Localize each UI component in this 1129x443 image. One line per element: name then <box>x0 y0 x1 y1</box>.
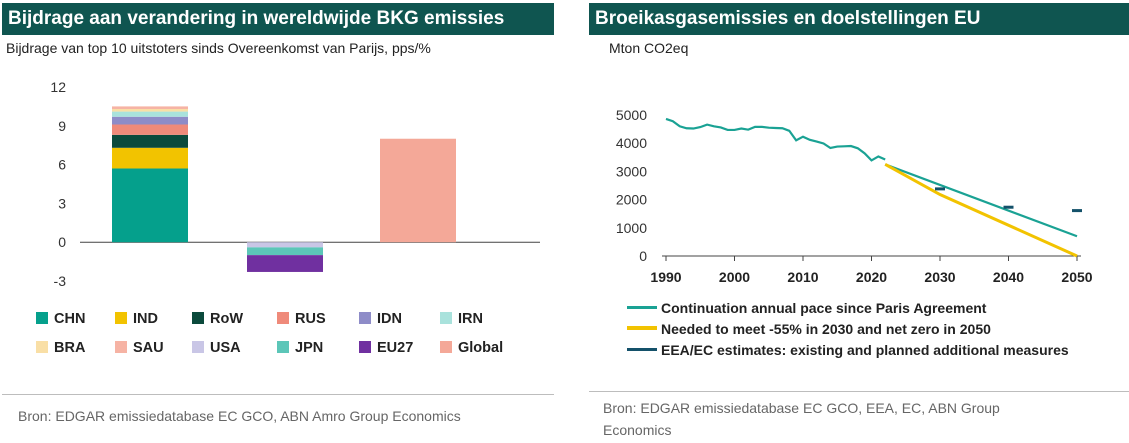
legend-label: BRA <box>54 340 86 356</box>
y-tick-label: 4000 <box>616 135 647 151</box>
line-chart: 0 1000 2000 3000 4000 5000 1990 2000 2010 2020 203… <box>616 107 1093 285</box>
y-tick-label: 3 <box>58 195 66 211</box>
legend-item-ind: IND <box>115 310 158 328</box>
bar-segment-idn <box>112 116 188 125</box>
y-tick-label: -3 <box>54 273 67 289</box>
right-divider <box>589 391 1129 392</box>
bar-segment-usa <box>247 242 323 248</box>
right-chart-panel: Broeikasgasemissies en doelstellingen EU… <box>585 0 1129 443</box>
legend-item-jpn: JPN <box>277 339 323 357</box>
eea-estimate-marker <box>935 187 945 191</box>
x-tick-label: 2040 <box>993 269 1024 285</box>
y-tick-label: 0 <box>58 234 66 250</box>
legend-swatch <box>36 341 48 353</box>
historical-emissions-line <box>665 117 886 162</box>
legend-swatch <box>359 312 371 324</box>
legend-label: EU27 <box>377 340 414 356</box>
legend-swatch <box>36 312 48 324</box>
legend-item-sau: SAU <box>115 339 164 357</box>
legend-swatch <box>277 312 289 324</box>
bar-segment-global <box>380 138 456 243</box>
bar-segment-bra <box>112 108 188 112</box>
x-tick-label: 2020 <box>856 269 887 285</box>
legend-item-rus: RUS <box>277 310 326 328</box>
legend-item-usa: USA <box>192 339 241 357</box>
legend-label: IND <box>133 311 158 327</box>
legend-swatch <box>440 341 452 353</box>
legend-item-global: Global <box>440 339 503 357</box>
y-tick-label: 6 <box>58 157 66 173</box>
left-chart-subtitle: Bijdrage van top 10 uitstoters sinds Ove… <box>6 40 431 56</box>
y-tick-label: 2000 <box>616 192 647 208</box>
legend-label: RoW <box>210 311 244 327</box>
line-legend-item: Continuation annual pace since Paris Agr… <box>627 298 986 318</box>
right-chart-subtitle: Mton CO2eq <box>609 40 689 56</box>
legend-item-idn: IDN <box>359 310 402 328</box>
bar-segment-row <box>112 134 188 148</box>
x-tick-label: 2030 <box>924 269 955 285</box>
y-tick-label: 3000 <box>616 163 647 179</box>
legend-label: USA <box>210 340 241 356</box>
legend-item-chn: CHN <box>36 310 85 328</box>
left-source-note: Bron: EDGAR emissiedatabase EC GCO, ABN … <box>18 408 461 424</box>
legend-label: CHN <box>54 311 86 327</box>
continuation-line <box>884 163 1078 238</box>
bar-segment-sau <box>112 106 188 109</box>
left-chart-panel: Bijdrage aan verandering in wereldwijde … <box>0 0 556 443</box>
x-tick-label: 2050 <box>1061 269 1092 285</box>
legend-item-row: RoW <box>192 310 243 328</box>
bar-segment-jpn <box>247 247 323 256</box>
left-divider <box>2 394 554 395</box>
legend-swatch <box>192 312 204 324</box>
y-tick-label: 1000 <box>616 220 647 236</box>
bar-segment-irn <box>112 111 188 117</box>
legend-label: Global <box>458 340 504 356</box>
x-tick-label: 2000 <box>719 269 750 285</box>
legend-swatch <box>277 341 289 353</box>
eea-estimate-marker <box>1003 205 1014 209</box>
bar-chart: -3 0 3 6 9 12 <box>50 79 540 289</box>
legend-item-irn: IRN <box>440 310 483 328</box>
left-chart-title: Bijdrage aan verandering in wereldwijde … <box>2 3 554 35</box>
bar-segment-eu27 <box>247 255 323 272</box>
legend-item-eu27: EU27 <box>359 339 413 357</box>
y-tick-label: 0 <box>639 248 647 264</box>
legend-label: IRN <box>458 311 483 327</box>
legend-swatch <box>115 341 127 353</box>
y-tick-label: 12 <box>50 79 66 95</box>
right-chart-title: Broeikasgasemissies en doelstellingen EU <box>589 3 1129 35</box>
legend-line-swatch <box>627 348 657 351</box>
legend-swatch <box>192 341 204 353</box>
line-legend-item: EEA/EC estimates: existing and planned a… <box>627 340 1069 360</box>
legend-swatch <box>359 341 371 353</box>
legend-label: JPN <box>295 340 324 356</box>
legend-swatch <box>440 312 452 324</box>
bar-segment-rus <box>112 124 188 135</box>
legend-label: Continuation annual pace since Paris Agr… <box>661 300 987 316</box>
legend-label: EEA/EC estimates: existing and planned a… <box>661 342 1069 358</box>
legend-item-bra: BRA <box>36 339 85 357</box>
legend-swatch <box>115 312 127 324</box>
legend-label: RUS <box>295 311 326 327</box>
legend-label: Needed to meet -55% in 2030 and net zero… <box>661 321 991 337</box>
x-tick-label: 1990 <box>650 269 681 285</box>
line-legend-item: Needed to meet -55% in 2030 and net zero… <box>627 319 991 339</box>
bar-segment-chn <box>112 168 188 243</box>
legend-label: SAU <box>133 340 164 356</box>
y-tick-label: 5000 <box>616 107 647 123</box>
y-tick-label: 9 <box>58 118 66 134</box>
legend-label: IDN <box>377 311 402 327</box>
eea-estimate-marker <box>1072 209 1082 213</box>
x-tick-label: 2010 <box>787 269 818 285</box>
legend-line-swatch <box>627 326 657 330</box>
bar-segment-ind <box>112 147 188 169</box>
legend-line-swatch <box>627 306 657 309</box>
needed-target-line <box>884 163 1078 258</box>
right-source-note: Bron: EDGAR emissiedatabase EC GCO, EEA,… <box>603 400 1000 438</box>
